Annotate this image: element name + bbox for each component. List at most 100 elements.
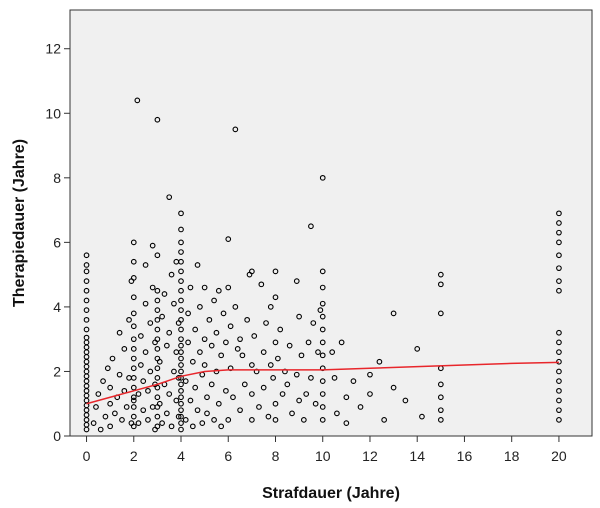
data-point	[83, 252, 90, 259]
y-tick-label: 10	[45, 105, 61, 121]
data-point	[163, 410, 170, 417]
x-tick-label: 18	[504, 448, 520, 464]
data-point	[317, 307, 324, 313]
data-point	[251, 333, 258, 339]
x-tick-label: 8	[272, 448, 280, 464]
data-point	[185, 339, 191, 346]
data-point	[138, 333, 144, 339]
data-point	[249, 391, 255, 397]
data-point	[130, 258, 137, 265]
x-tick-label: 14	[409, 448, 425, 464]
y-tick-label: 0	[53, 428, 61, 444]
data-point	[83, 326, 90, 333]
data-point	[83, 307, 90, 313]
data-point	[258, 281, 265, 288]
data-point	[225, 236, 232, 242]
data-point	[154, 423, 161, 430]
data-point	[142, 262, 149, 268]
data-point	[83, 334, 90, 341]
data-point	[130, 375, 137, 381]
data-point	[225, 284, 232, 291]
data-point	[149, 242, 156, 249]
data-point	[93, 404, 99, 410]
x-tick-label: 10	[315, 448, 331, 464]
data-point	[130, 239, 137, 246]
data-point	[83, 316, 90, 323]
data-point	[178, 239, 184, 246]
data-point	[154, 336, 161, 343]
data-point	[83, 262, 90, 268]
data-point	[130, 384, 137, 391]
data-point	[192, 384, 199, 391]
data-point	[556, 407, 562, 414]
data-point	[145, 417, 151, 423]
data-point	[298, 352, 305, 359]
data-point	[319, 352, 326, 359]
y-tick-label: 4	[53, 299, 61, 315]
data-point	[147, 320, 154, 326]
data-point	[145, 387, 151, 394]
data-point	[178, 307, 184, 313]
data-point	[267, 362, 274, 368]
data-point	[225, 417, 232, 423]
data-point	[249, 417, 255, 423]
data-point	[319, 326, 326, 333]
data-point	[130, 365, 137, 372]
data-point	[159, 313, 165, 320]
data-point	[175, 413, 182, 420]
data-point	[197, 304, 203, 310]
data-point	[260, 384, 267, 391]
data-point	[305, 339, 312, 346]
data-point	[312, 400, 319, 407]
data-point	[437, 271, 444, 278]
data-point	[182, 378, 189, 384]
data-point	[414, 346, 421, 352]
data-point	[244, 316, 250, 323]
data-point	[223, 339, 229, 346]
data-point	[194, 262, 201, 268]
data-point	[178, 210, 184, 217]
data-point	[178, 249, 184, 255]
data-point	[178, 336, 184, 343]
data-point	[130, 323, 137, 330]
data-point	[192, 326, 199, 333]
data-point	[178, 355, 184, 362]
data-point	[201, 284, 208, 291]
data-point	[154, 307, 161, 313]
data-point	[178, 226, 184, 233]
data-point	[178, 420, 184, 426]
data-point	[556, 349, 562, 355]
data-point	[107, 400, 114, 407]
data-point	[249, 362, 255, 368]
data-point	[284, 381, 291, 388]
data-point	[319, 339, 326, 346]
data-point	[163, 342, 170, 349]
data-point	[166, 329, 173, 336]
data-point	[140, 407, 147, 414]
data-point	[140, 378, 147, 384]
data-point	[121, 346, 128, 352]
data-point	[201, 336, 208, 343]
data-point	[331, 375, 338, 381]
data-point	[130, 413, 137, 420]
x-axis: 0 2 4 6 8 10 12 14 16 18 20	[83, 436, 567, 464]
data-point	[234, 346, 241, 352]
data-point	[218, 423, 225, 430]
data-point	[315, 349, 321, 355]
data-point	[185, 310, 191, 317]
data-point	[142, 300, 149, 307]
data-point	[154, 316, 161, 323]
data-point	[437, 310, 444, 317]
y-axis-title: Therapiedauer (Jahre)	[11, 139, 28, 307]
data-point	[156, 358, 163, 365]
y-tick-label: 12	[45, 41, 61, 57]
data-point	[126, 316, 132, 323]
data-point	[156, 400, 163, 407]
data-point	[154, 287, 161, 294]
data-point	[329, 349, 336, 355]
data-point	[556, 368, 562, 375]
data-points	[83, 97, 562, 433]
data-point	[237, 336, 243, 343]
data-point	[95, 391, 102, 397]
data-point	[319, 313, 326, 320]
